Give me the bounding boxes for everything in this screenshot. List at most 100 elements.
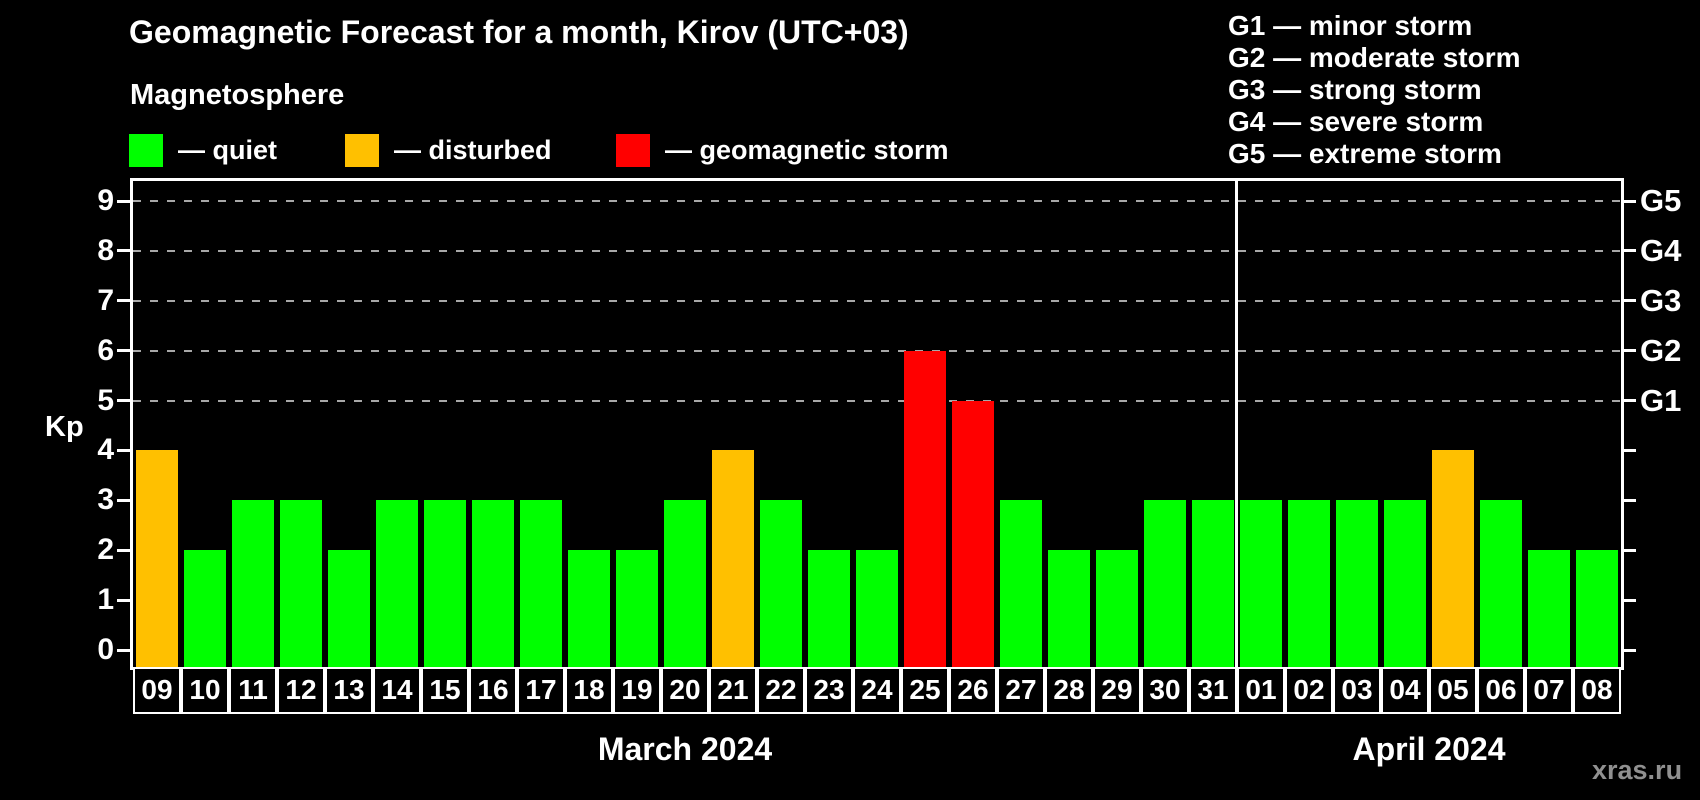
day-label-mar-23: 23 — [805, 667, 853, 714]
g-level-label-g5: G5 — [1640, 183, 1682, 218]
y-tick-right-5 — [1624, 399, 1636, 403]
bar-mar-18 — [568, 550, 610, 667]
bar-mar-09 — [136, 450, 178, 667]
y-tick-left-0 — [117, 648, 130, 652]
g-scale-legend-line-g1: G1 — minor storm — [1228, 10, 1473, 41]
legend-label-quiet: — quiet — [178, 135, 277, 165]
gridline-g5 — [133, 200, 1621, 202]
bar-mar-23 — [808, 550, 850, 667]
bar-apr-04 — [1384, 500, 1426, 667]
bar-apr-06 — [1480, 500, 1522, 667]
quiet-color-swatch — [129, 134, 163, 167]
y-tick-right-4 — [1624, 448, 1636, 452]
gridline-g1 — [133, 399, 1621, 402]
day-label-mar-28: 28 — [1045, 667, 1093, 714]
day-label-apr-05: 05 — [1429, 667, 1477, 714]
g-level-label-g1: G1 — [1640, 382, 1682, 418]
y-tick-label-6: 6 — [97, 333, 114, 367]
day-label-mar-11: 11 — [229, 667, 277, 714]
bar-mar-22 — [760, 500, 802, 667]
g-level-label-g2: G2 — [1640, 332, 1682, 368]
day-label-mar-20: 20 — [661, 667, 709, 714]
g-scale-legend: G1 — minor storm G2 — moderate storm G3 … — [1228, 10, 1521, 170]
y-tick-right-2 — [1624, 548, 1636, 552]
g-scale-legend-line-g4: G4 — severe storm — [1228, 106, 1484, 137]
bar-mar-27 — [1000, 500, 1042, 667]
bar-mar-11 — [232, 500, 274, 667]
g-level-label-g4: G4 — [1640, 232, 1682, 268]
plot-area — [130, 178, 1624, 670]
y-tick-left-6 — [117, 349, 130, 353]
day-label-mar-30: 30 — [1141, 667, 1189, 714]
day-label-apr-01: 01 — [1237, 667, 1285, 714]
y-tick-label-8: 8 — [97, 233, 114, 267]
legend-label-disturbed: — disturbed — [394, 135, 552, 165]
legend-item-quiet: — quiet — [129, 134, 277, 167]
y-tick-label-9: 9 — [97, 184, 114, 217]
bar-mar-21 — [712, 450, 754, 667]
g-scale-legend-line-g2: G2 — moderate storm — [1228, 42, 1521, 73]
bar-mar-19 — [616, 550, 658, 667]
g-level-label-g3: G3 — [1640, 282, 1682, 318]
y-tick-right-8 — [1624, 249, 1636, 253]
y-tick-left-3 — [117, 498, 130, 502]
day-label-mar-17: 17 — [517, 667, 565, 714]
day-label-mar-10: 10 — [181, 667, 229, 714]
month-separator-line — [1235, 181, 1238, 667]
y-tick-left-7 — [117, 299, 130, 303]
g-scale-legend-line-g3: G3 — strong storm — [1228, 74, 1482, 105]
y-tick-label-7: 7 — [97, 283, 114, 317]
day-label-mar-13: 13 — [325, 667, 373, 714]
bar-apr-02 — [1288, 500, 1330, 667]
month-label-march: March 2024 — [597, 731, 773, 767]
gridline-g4 — [133, 249, 1621, 252]
bar-mar-20 — [664, 500, 706, 667]
y-tick-right-6 — [1624, 349, 1636, 353]
y-tick-label-5: 5 — [97, 383, 114, 417]
y-tick-label-2: 2 — [97, 533, 114, 567]
day-label-mar-27: 27 — [997, 667, 1045, 714]
y-tick-right-7 — [1624, 299, 1636, 303]
bar-apr-08 — [1576, 550, 1618, 667]
bar-apr-03 — [1336, 500, 1378, 667]
bar-mar-13 — [328, 550, 370, 667]
bar-mar-12 — [280, 500, 322, 667]
bar-mar-10 — [184, 550, 226, 667]
day-label-mar-12: 12 — [277, 667, 325, 714]
bar-mar-26 — [952, 400, 994, 667]
y-tick-right-0 — [1624, 648, 1636, 652]
bar-mar-16 — [472, 500, 514, 667]
bar-apr-01 — [1240, 500, 1282, 667]
g-scale-legend-line-g5: G5 — extreme storm — [1228, 138, 1502, 169]
bar-mar-24 — [856, 550, 898, 667]
y-tick-label-3: 3 — [97, 483, 114, 517]
day-label-mar-25: 25 — [901, 667, 949, 714]
legend-label-storm: — geomagnetic storm — [665, 135, 949, 165]
day-label-mar-15: 15 — [421, 667, 469, 714]
day-label-apr-08: 08 — [1573, 667, 1621, 714]
day-label-mar-29: 29 — [1093, 667, 1141, 714]
y-tick-label-4: 4 — [97, 433, 114, 467]
y-tick-right-9 — [1624, 199, 1636, 203]
gridline-g2 — [133, 349, 1621, 352]
y-tick-left-9 — [117, 199, 130, 203]
legend-item-storm: — geomagnetic storm — [616, 134, 949, 167]
y-tick-label-0: 0 — [97, 633, 114, 666]
gridline-g3 — [133, 299, 1621, 302]
bar-mar-17 — [520, 500, 562, 667]
day-label-mar-09: 09 — [133, 667, 181, 714]
subtitle-magnetosphere: Magnetosphere — [130, 79, 345, 111]
day-label-mar-16: 16 — [469, 667, 517, 714]
day-label-apr-03: 03 — [1333, 667, 1381, 714]
day-label-mar-26: 26 — [949, 667, 997, 714]
xras-watermark: xras.ru — [1592, 755, 1683, 785]
y-tick-left-5 — [117, 399, 130, 403]
day-label-apr-04: 04 — [1381, 667, 1429, 714]
day-label-mar-18: 18 — [565, 667, 613, 714]
day-label-apr-06: 06 — [1477, 667, 1525, 714]
legend-item-disturbed: — disturbed — [345, 134, 552, 167]
bar-mar-28 — [1048, 550, 1090, 667]
bar-mar-25 — [904, 350, 946, 667]
day-label-mar-31: 31 — [1189, 667, 1237, 714]
